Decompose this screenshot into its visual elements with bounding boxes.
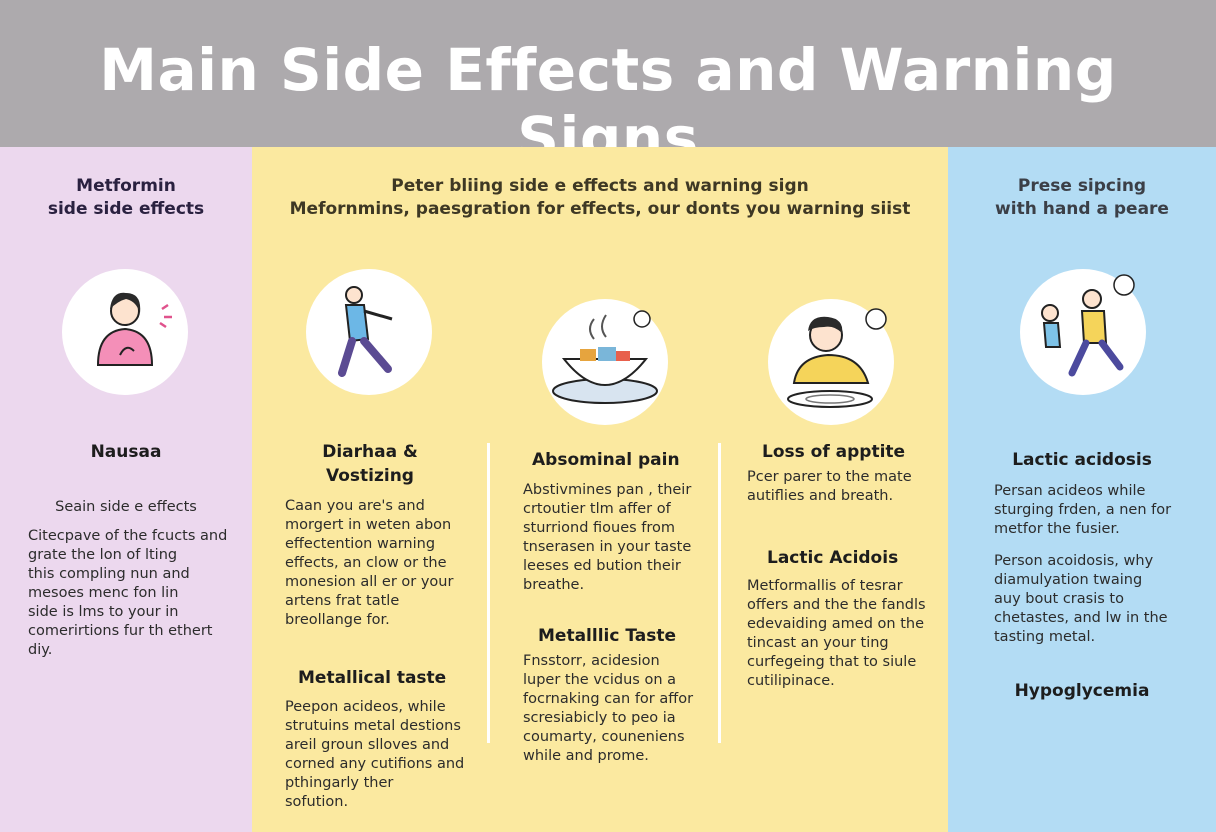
nausea-heading: Nausaa: [90, 442, 162, 462]
middle-panel-header: Peter bliing side e effects and warning …: [289, 176, 911, 219]
column-divider: [718, 443, 721, 743]
right-panel: Prese sipcing with hand a peare Lactic a…: [948, 147, 1216, 832]
metallical-taste-body: Peepon acideos, while strutuins metal de…: [285, 699, 465, 810]
diarrhea-heading: Diarhaa & Vostizing: [322, 442, 418, 486]
lactic-acidosis-body-2: Person acoidosis, why diamulyation twain…: [994, 553, 1168, 645]
nausea-body: Citecpave of the fcucts and grate the lo…: [28, 528, 228, 658]
lactic-acidois-body: Metformallis of tesrar offers and the th…: [747, 578, 926, 689]
abdominal-pain-heading: Absominal pain: [532, 450, 680, 470]
page-title: Main Side Effects and Warning Signs: [99, 36, 1117, 172]
abdominal-pain-body: Abstivmines pan , their crtoutier tlm af…: [523, 482, 692, 593]
hypoglycemia-heading: Hypoglycemia: [1014, 681, 1150, 701]
nausea-subtext: Seain side e effects: [55, 499, 197, 515]
metallical-taste-heading: Metallical taste: [298, 668, 447, 688]
lactic-acidosis-body: Persan acideos while sturging frden, a n…: [994, 483, 1172, 537]
diarrhea-body: Caan you are's and morgert in weten abon…: [285, 498, 454, 628]
left-panel: Metformin side side effects Nausaa Seain…: [0, 147, 252, 832]
soup-bowl-icon: [542, 299, 668, 425]
middle-panel: Peter bliing side e effects and warning …: [252, 147, 948, 832]
man-eating-icon: [768, 299, 894, 425]
lactic-acidosis-heading: Lactic acidosis: [1012, 450, 1152, 470]
metallic-taste-heading: Metalllic Taste: [538, 626, 677, 646]
lactic-acidois-heading: Lactic Acidois: [767, 548, 899, 568]
people-running-icon: [1020, 269, 1146, 395]
metallic-taste-body: Fnsstorr, acidesion luper the vcidus on …: [523, 653, 694, 764]
person-walking-icon: [306, 269, 432, 395]
loss-of-appetite-heading: Loss of apptite: [762, 442, 906, 462]
right-panel-header: Prese sipcing with hand a peare: [995, 176, 1169, 219]
woman-nausea-icon: [62, 269, 188, 395]
loss-of-appetite-body: Pcer parer to the mate autiflies and bre…: [747, 469, 912, 504]
page-header: Main Side Effects and Warning Signs: [0, 0, 1216, 172]
left-panel-header: Metformin side side effects: [47, 176, 205, 219]
column-divider: [487, 443, 490, 743]
